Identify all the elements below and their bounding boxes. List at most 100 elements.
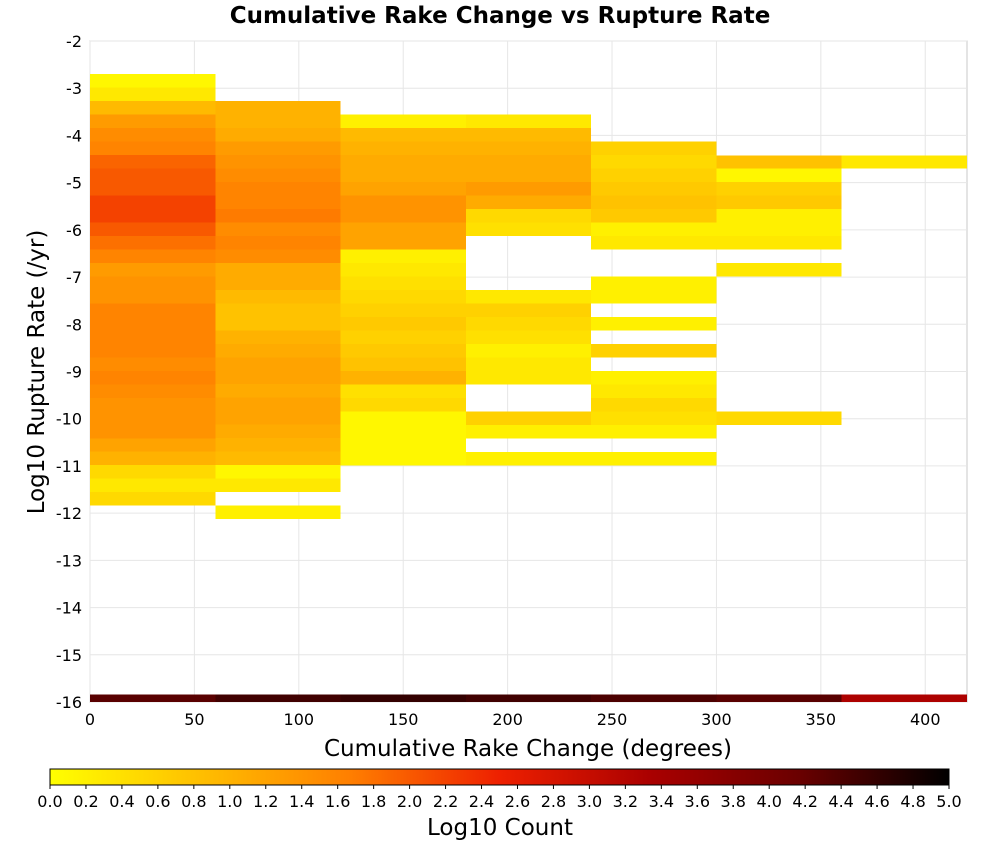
heatmap-cell xyxy=(465,303,592,317)
heatmap-cell xyxy=(90,262,216,277)
colorbar-tick-label: 3.8 xyxy=(721,792,746,811)
heatmap-cell xyxy=(90,397,216,412)
heatmap-cell xyxy=(215,316,341,331)
colorbar-tick-label: 4.2 xyxy=(792,792,817,811)
heatmap-cell xyxy=(716,222,842,237)
heatmap-cell xyxy=(340,330,466,344)
heatmap-cell xyxy=(215,451,341,466)
heatmap-cell xyxy=(340,694,466,702)
heatmap-cell xyxy=(591,155,717,169)
heatmap-cell xyxy=(465,155,592,169)
heatmap-cell xyxy=(215,154,341,169)
heatmap-cell xyxy=(340,357,466,371)
y-tick-label: -16 xyxy=(56,693,82,712)
colorbar-ticks: 0.0 0.2 0.4 0.6 0.8 1.0 1.2 1.4 1.6 1.8 2.0 2.2 2.4 2… xyxy=(37,785,962,811)
heatmap-cell xyxy=(215,465,341,479)
heatmap-cell xyxy=(465,114,592,129)
colorbar-tick-label: 5.0 xyxy=(936,792,961,811)
heatmap-cell xyxy=(465,357,592,371)
heatmap-cell xyxy=(90,101,216,115)
heatmap-cell xyxy=(340,168,466,183)
x-axis-ticks: 0 50 100 150 200 250 300 350 400 xyxy=(85,710,941,729)
colorbar-tick-label: 0.4 xyxy=(109,792,134,811)
heatmap-cell xyxy=(340,343,466,358)
y-tick-label: -15 xyxy=(56,646,82,665)
heatmap-cell xyxy=(215,357,341,371)
heatmap-cell xyxy=(215,208,341,223)
heatmap-cell xyxy=(215,438,341,452)
heatmap-cell xyxy=(591,209,717,223)
y-tick-label: -5 xyxy=(66,174,82,193)
y-tick-label: -7 xyxy=(66,268,82,287)
heatmap-cell xyxy=(90,168,216,182)
heatmap-cell xyxy=(90,357,216,371)
heatmap-cell xyxy=(340,141,466,156)
heatmap-cell xyxy=(340,424,466,439)
y-tick-label: -4 xyxy=(66,126,82,145)
heatmap-cell xyxy=(716,694,842,702)
y-tick-label: -8 xyxy=(66,315,82,334)
heatmap-cell xyxy=(340,316,466,331)
heatmap-cell xyxy=(215,276,341,290)
heatmap-cell xyxy=(215,127,341,142)
heatmap-cell xyxy=(90,154,216,169)
heatmap-cell xyxy=(340,303,466,317)
heatmap-cell xyxy=(90,235,216,250)
heatmap-cell xyxy=(465,128,592,142)
heatmap-cell xyxy=(340,236,466,250)
heatmap-cell xyxy=(340,290,466,304)
heatmap-cell xyxy=(340,222,466,237)
colorbar-tick-label: 0.2 xyxy=(73,792,98,811)
heatmap-cell xyxy=(90,114,216,129)
heatmap-cell xyxy=(215,181,341,196)
heatmap-cell xyxy=(340,276,466,291)
heatmap-cell xyxy=(591,316,717,331)
heatmap-cell xyxy=(90,343,216,358)
heatmap-cell xyxy=(591,235,717,250)
heatmap-cell xyxy=(340,209,466,223)
heatmap-cell xyxy=(90,289,216,304)
heatmap-cell xyxy=(340,411,466,425)
heatmap-cell xyxy=(340,384,466,398)
colorbar-tick-label: 1.0 xyxy=(217,792,242,811)
heatmap-cell xyxy=(215,694,341,702)
heatmap-cell xyxy=(90,87,216,102)
heatmap-cell xyxy=(90,478,216,493)
colorbar xyxy=(49,768,950,786)
heatmap-cell xyxy=(90,303,216,317)
heatmap-cell xyxy=(90,384,216,398)
heatmap-cell xyxy=(591,424,717,439)
heatmap-cell xyxy=(465,168,592,183)
heatmap-cell xyxy=(340,155,466,169)
heatmap-cell xyxy=(841,155,967,169)
heatmap-cell xyxy=(591,451,717,466)
heatmap-cell xyxy=(90,276,216,290)
colorbar-label: Log10 Count xyxy=(427,815,573,841)
heatmap-cell xyxy=(90,492,216,506)
heatmap-cell xyxy=(465,694,592,702)
heatmap-cell xyxy=(90,451,216,466)
heatmap-cell xyxy=(340,195,466,210)
colorbar-tick-label: 4.6 xyxy=(864,792,889,811)
heatmap-cell xyxy=(90,438,216,452)
heatmap-cell xyxy=(215,370,341,385)
heatmap-cell xyxy=(215,330,341,344)
colorbar-tick-label: 2.2 xyxy=(433,792,458,811)
heatmap-cell xyxy=(716,263,842,277)
colorbar-tick-label: 4.4 xyxy=(828,792,853,811)
heatmap-cell xyxy=(591,343,717,358)
heatmap-cell xyxy=(591,168,717,183)
colorbar-tick-label: 0.6 xyxy=(145,792,170,811)
heatmap-cell xyxy=(340,128,466,142)
heatmap-cell xyxy=(215,262,341,277)
heatmap-cell xyxy=(215,343,341,358)
heatmap-cell xyxy=(215,235,341,250)
heatmap-cell xyxy=(90,128,216,142)
heatmap-cell xyxy=(90,465,216,479)
heatmap-cell xyxy=(90,316,216,331)
heatmap-cell xyxy=(716,236,842,250)
heatmap-cell xyxy=(591,694,717,702)
heatmap-cell xyxy=(465,141,592,156)
heatmap-cell xyxy=(215,384,341,398)
